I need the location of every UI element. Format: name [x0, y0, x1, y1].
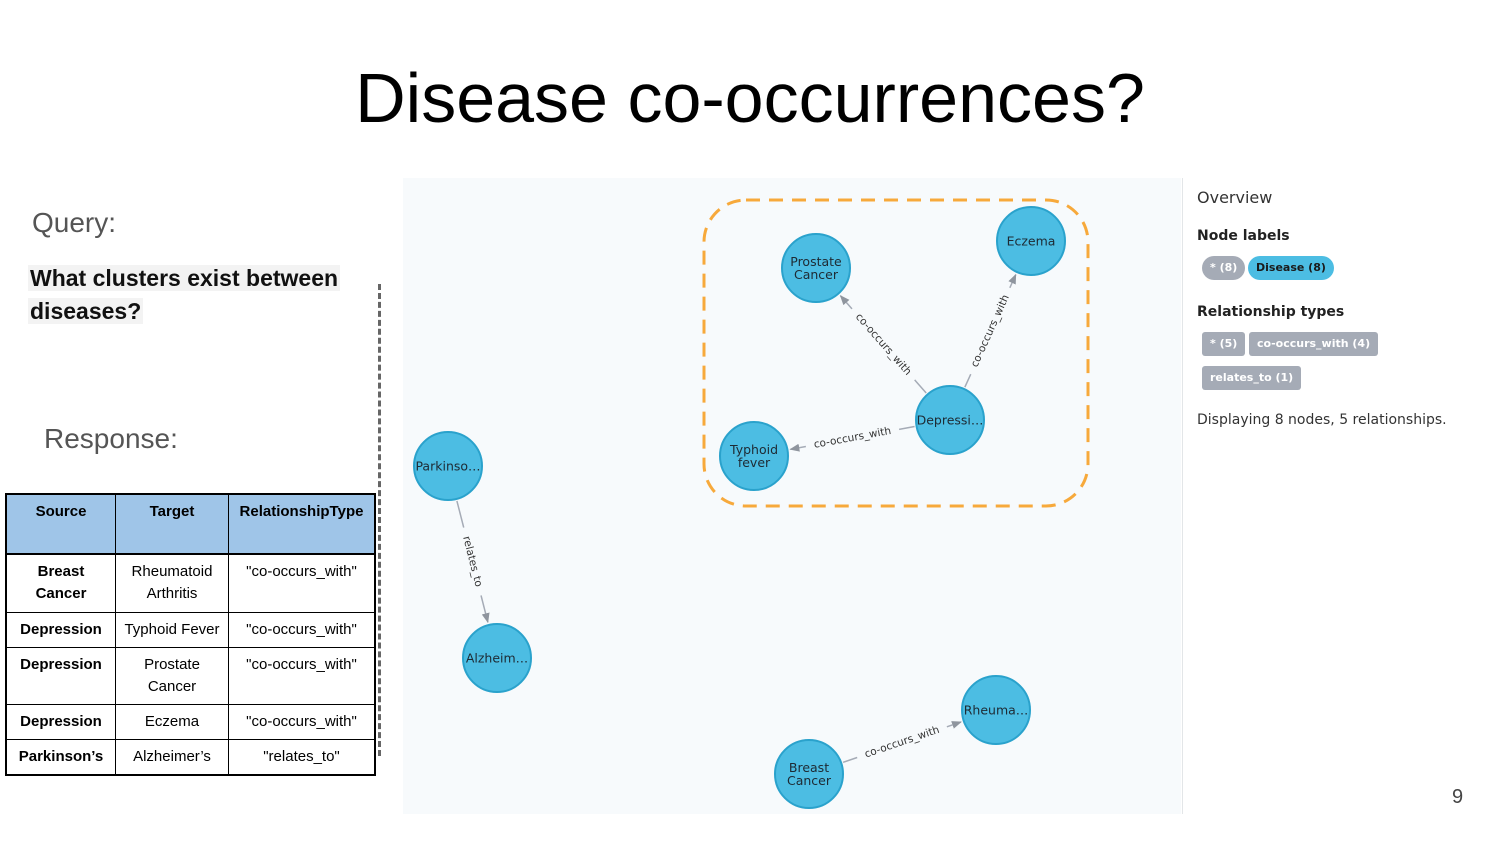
table-row: Breast Cancer Rheumatoid Arthritis "co-o…	[5, 553, 376, 613]
node-circle	[774, 739, 844, 809]
node-label: Eczema	[1007, 234, 1056, 249]
node-label: Cancer	[787, 773, 832, 788]
cell-source: Depression	[5, 611, 116, 648]
nodes-layer: ProstateCancerEczemaDepressi…Typhoidfeve…	[413, 206, 1066, 809]
edge-arrow	[480, 595, 490, 624]
edge-arrow	[789, 443, 807, 452]
query-text-line-2: diseases?	[28, 298, 144, 324]
cluster-highlight	[702, 198, 1090, 508]
node-rheumatoid-arthritis[interactable]: Rheuma…	[961, 675, 1031, 745]
node-label: Prostate	[790, 254, 842, 269]
edge-depression-typhoid[interactable]: co-occurs_with	[789, 425, 915, 452]
dashed-divider	[378, 284, 381, 756]
cell-relationship-type: "co-occurs_with"	[228, 646, 376, 705]
cell-source: Parkinson’s	[5, 738, 116, 776]
node-circle	[996, 206, 1066, 276]
node-circle	[961, 675, 1031, 745]
cell-target: Rheumatoid Arthritis	[115, 553, 229, 613]
node-depression[interactable]: Depressi…	[915, 385, 985, 455]
cell-relationship-type: "co-occurs_with"	[228, 553, 376, 613]
node-label: Typhoid	[729, 442, 778, 457]
edge-arrow	[946, 721, 962, 729]
edge-label: co-occurs_with	[969, 293, 1012, 369]
graph-canvas[interactable]: co-occurs_with co-occurs_with co-occurs_wi…	[403, 178, 1181, 814]
overview-title: Overview	[1197, 188, 1273, 207]
edge-depression-eczema[interactable]: co-occurs_with	[964, 273, 1017, 388]
edge-label: co-occurs_with	[863, 724, 941, 761]
node-circle	[915, 385, 985, 455]
node-circle	[719, 421, 789, 491]
relationship-pill-co-occurs-with[interactable]: co-occurs_with (4)	[1249, 332, 1379, 356]
table-row: Depression Prostate Cancer "co-occurs_wi…	[5, 646, 376, 705]
node-label: fever	[738, 455, 771, 470]
cell-target: Prostate Cancer	[115, 646, 229, 705]
overview-panel: Overview Node labels * (8) Disease (8) R…	[1182, 178, 1500, 814]
node-label: Alzheim…	[466, 651, 528, 666]
cell-relationship-type: "co-occurs_with"	[228, 703, 376, 740]
node-circle	[413, 431, 483, 501]
cell-source: Breast Cancer	[5, 553, 116, 613]
edge-line	[914, 379, 927, 394]
node-circle	[781, 233, 851, 303]
node-label: Rheuma…	[964, 703, 1029, 718]
query-label: Query:	[32, 207, 117, 238]
header-target: Target	[115, 493, 229, 555]
table-row: Parkinson’s Alzheimer’s "relates_to"	[5, 738, 376, 776]
edge-label: relates_to	[460, 535, 484, 588]
cell-target: Alzheimer’s	[115, 738, 229, 776]
node-eczema[interactable]: Eczema	[996, 206, 1066, 276]
edge-depression-prostate[interactable]: co-occurs_with	[839, 295, 927, 394]
relationship-pill-all[interactable]: * (5)	[1202, 332, 1246, 356]
overview-summary: Displaying 8 nodes, 5 relationships.	[1197, 412, 1447, 428]
edge-label: co-occurs_with	[853, 311, 914, 378]
slide-title: Disease co-occurrences?	[355, 59, 1145, 137]
node-alzheimers[interactable]: Alzheim…	[462, 623, 532, 693]
node-labels-heading: Node labels	[1197, 228, 1290, 244]
edge-line	[898, 425, 915, 431]
cell-source: Depression	[5, 646, 116, 705]
relationship-pill-relates-to[interactable]: relates_to (1)	[1202, 366, 1302, 390]
response-label: Response:	[44, 423, 178, 454]
node-label-pill-all[interactable]: * (8)	[1202, 256, 1246, 280]
graph-svg[interactable]: co-occurs_with co-occurs_with co-occurs_wi…	[403, 178, 1181, 814]
cell-target: Typhoid Fever	[115, 611, 229, 648]
edge-parkinson-alzheimer[interactable]: relates_to	[456, 500, 490, 624]
edge-arrow	[839, 295, 853, 310]
cell-relationship-type: "co-occurs_with"	[228, 611, 376, 648]
node-parkinsons[interactable]: Parkinso…	[413, 431, 483, 501]
node-label: Breast	[789, 760, 829, 775]
response-table: Source Target RelationshipType Breast Ca…	[5, 493, 376, 776]
edge-arrow	[1008, 273, 1017, 289]
header-relationship-type: RelationshipType	[228, 493, 376, 555]
cell-relationship-type: "relates_to"	[228, 738, 376, 776]
edge-label: co-occurs_with	[813, 425, 892, 451]
node-circle	[462, 623, 532, 693]
edge-breast-rheuma[interactable]: co-occurs_with	[842, 721, 962, 764]
edges-layer: co-occurs_with co-occurs_with co-occurs_wi…	[456, 273, 1017, 764]
relationship-types-heading: Relationship types	[1197, 304, 1345, 320]
edge-line	[964, 373, 972, 388]
node-label: Depressi…	[917, 413, 984, 428]
table-row: Depression Typhoid Fever "co-occurs_with…	[5, 611, 376, 648]
table-header-row: Source Target RelationshipType	[5, 493, 376, 555]
page-number: 9	[1452, 786, 1464, 808]
table-row: Depression Eczema "co-occurs_with"	[5, 703, 376, 740]
edge-line	[456, 500, 465, 528]
edge-line	[842, 756, 858, 764]
cell-target: Eczema	[115, 703, 229, 740]
node-label: Parkinso…	[415, 459, 480, 474]
query-text-line-1: What clusters exist between	[28, 265, 341, 291]
header-source: Source	[5, 493, 116, 555]
node-label-pill-disease[interactable]: Disease (8)	[1248, 256, 1334, 280]
node-label: Cancer	[794, 267, 839, 282]
query-text: What clusters exist between diseases?	[28, 262, 358, 328]
cell-source: Depression	[5, 703, 116, 740]
